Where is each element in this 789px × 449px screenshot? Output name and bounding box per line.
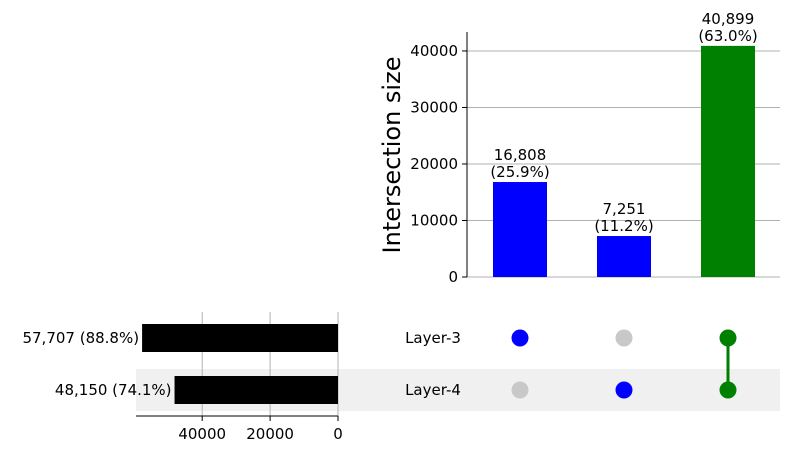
matrix-dot-inactive — [615, 329, 633, 347]
matrix-dot-inactive — [511, 381, 529, 399]
y-tick-label: 10000 — [410, 211, 458, 229]
matrix-dot-active — [511, 329, 529, 347]
set-name-label: Layer-3 — [405, 329, 461, 347]
y-tick-label: 40000 — [410, 42, 458, 60]
bar-count-label: 16,808 — [494, 146, 547, 164]
bar-percent-label: (11.2%) — [594, 217, 653, 235]
matrix-dot-active — [615, 381, 633, 399]
set-size-bar — [174, 376, 338, 404]
set-size-bar — [142, 324, 338, 352]
set-size-x-axis: 40000 20000 0 — [136, 415, 343, 443]
x-tick-label: 0 — [333, 425, 343, 443]
set-name-labels: Layer-3 Layer-4 — [405, 329, 461, 399]
set-size-label: 48,150 (74.1%) — [55, 381, 172, 399]
y-tick-label: 0 — [448, 268, 458, 286]
bar-percent-label: (25.9%) — [490, 163, 549, 181]
bar-percent-label: (63.0%) — [698, 27, 757, 45]
x-tick-label: 20000 — [246, 425, 294, 443]
membership-matrix — [511, 329, 737, 399]
intersection-bar — [493, 182, 547, 277]
x-tick-label: 40000 — [178, 425, 226, 443]
y-tick-label: 20000 — [410, 155, 458, 173]
bar-count-label: 7,251 — [603, 200, 646, 218]
y-tick-label: 30000 — [410, 98, 458, 116]
intersection-y-axis: 0 10000 20000 30000 40000 — [410, 32, 468, 286]
matrix-dot-active — [719, 381, 737, 399]
bar-count-label: 40,899 — [702, 10, 755, 28]
intersection-bar — [597, 236, 651, 277]
intersection-bars: 16,808(25.9%) 7,251(11.2%) 40,899(63.0%) — [490, 10, 758, 277]
matrix-dot-active — [719, 329, 737, 347]
set-size-bars: 57,707 (88.8%) 48,150 (74.1%) — [22, 324, 338, 404]
intersection-bar — [701, 45, 755, 277]
set-size-label: 57,707 (88.8%) — [22, 329, 139, 347]
set-name-label: Layer-4 — [405, 381, 461, 399]
y-axis-title: Intersection size — [378, 57, 406, 254]
